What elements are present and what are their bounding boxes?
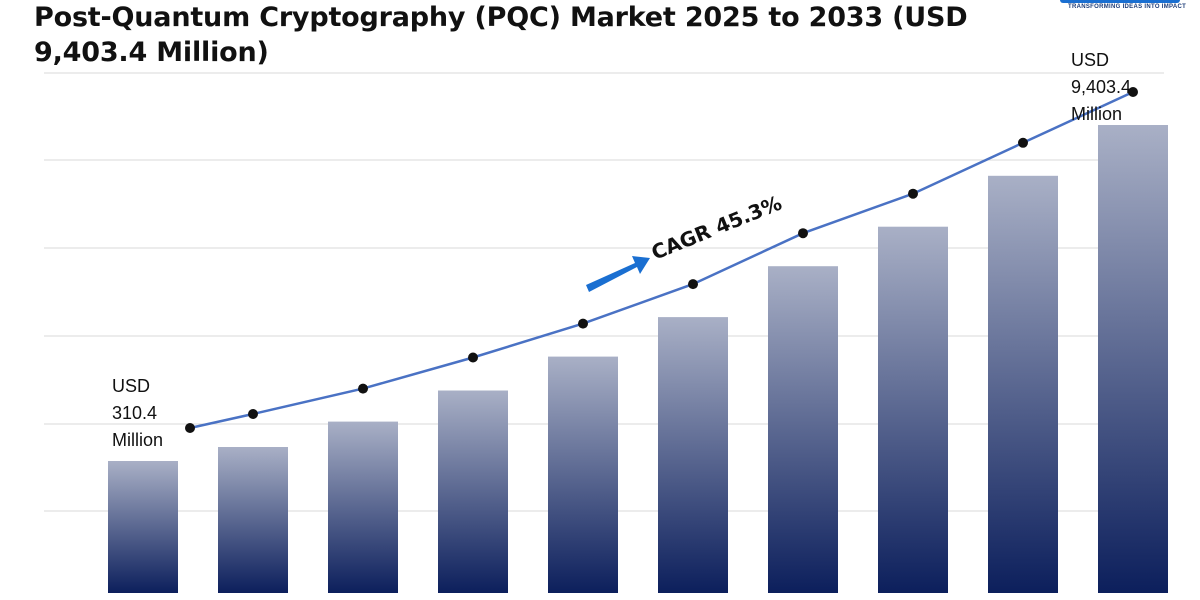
bars [108, 125, 1168, 594]
trend-point-2028 [468, 352, 478, 363]
trend-point-2030 [688, 279, 698, 290]
trend-point-2025 [185, 423, 195, 433]
trend-point-2026 [248, 409, 258, 419]
logo-mark [1060, 0, 1180, 3]
start-annotation-line-1: USD [112, 376, 150, 396]
trend-line-layer [185, 87, 1138, 433]
bar-2029 [548, 356, 618, 593]
bar-2027 [328, 421, 398, 593]
cagr-arrow-layer [586, 256, 650, 292]
trend-point-2029 [578, 318, 588, 329]
company-logo: TRANSFORMING IDEAS INTO IMPACT [1038, 0, 1200, 14]
bar-2034 [1098, 125, 1168, 593]
trend-point-2034 [1128, 87, 1138, 97]
end-value-annotation: USD 9,403.4 Million [1071, 50, 1131, 124]
bar-2025 [108, 461, 178, 593]
cagr-arrow-icon [586, 256, 650, 292]
start-annotation-line-3: Million [112, 430, 163, 450]
chart-title: Post-Quantum Cryptography (PQC) Market 2… [34, 2, 968, 68]
bar-2030 [658, 317, 728, 593]
start-value-annotation: USD 310.4 Million [112, 376, 163, 450]
trend-point-2033 [1018, 137, 1028, 148]
bar-2028 [438, 390, 508, 593]
trend-point-2031 [798, 228, 808, 239]
start-annotation-line-2: 310.4 [112, 403, 157, 423]
trend-point-2032 [908, 188, 918, 199]
bar-2031 [768, 266, 838, 593]
bar-2032 [878, 226, 948, 593]
bar-2026 [218, 447, 288, 593]
end-annotation-line-3: Million [1071, 104, 1122, 124]
trend-point-2027 [358, 383, 368, 394]
logo-tagline: TRANSFORMING IDEAS INTO IMPACT [1068, 4, 1187, 10]
end-annotation-line-1: USD [1071, 50, 1109, 70]
end-annotation-line-2: 9,403.4 [1071, 77, 1131, 97]
cagr-label: CAGR 45.3% [648, 191, 785, 265]
bar-2033 [988, 175, 1058, 594]
trend-line [189, 90, 1134, 430]
